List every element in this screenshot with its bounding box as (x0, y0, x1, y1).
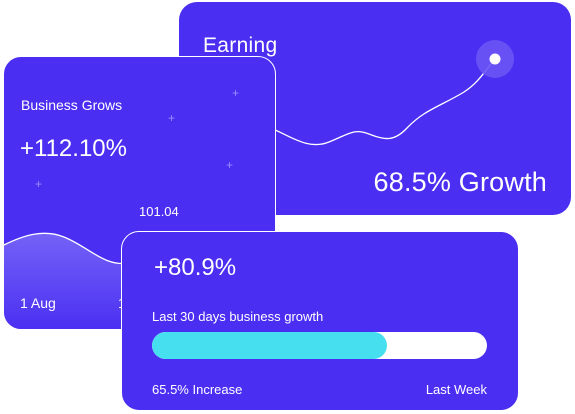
business-growth-progress-card: +80.9% Last 30 days business growth 65.5… (121, 231, 519, 411)
earning-growth-value: 68.5% Growth (373, 167, 547, 197)
progress-increase-label: 65.5% Increase (152, 382, 243, 397)
sparkle-icon: + (232, 86, 240, 100)
progress-caption: Last 30 days business growth (152, 309, 324, 324)
progress-bar-fill (152, 332, 387, 359)
sparkle-icon: + (168, 111, 176, 125)
progress-value: +80.9% (154, 254, 237, 281)
earning-trend-line (258, 40, 514, 146)
sparkle-icon: + (226, 158, 234, 172)
earning-point-dot (489, 53, 501, 65)
progress-bar-track (152, 332, 487, 359)
progress-period-label: Last Week (425, 382, 487, 397)
business-x-label: 1 Aug (20, 295, 56, 311)
business-point-label: 101.04 (139, 204, 179, 219)
business-value: +112.10% (20, 135, 127, 162)
earning-title: Earning (203, 34, 278, 57)
sparkle-icon: + (35, 177, 43, 191)
business-title: Business Grows (21, 97, 123, 113)
